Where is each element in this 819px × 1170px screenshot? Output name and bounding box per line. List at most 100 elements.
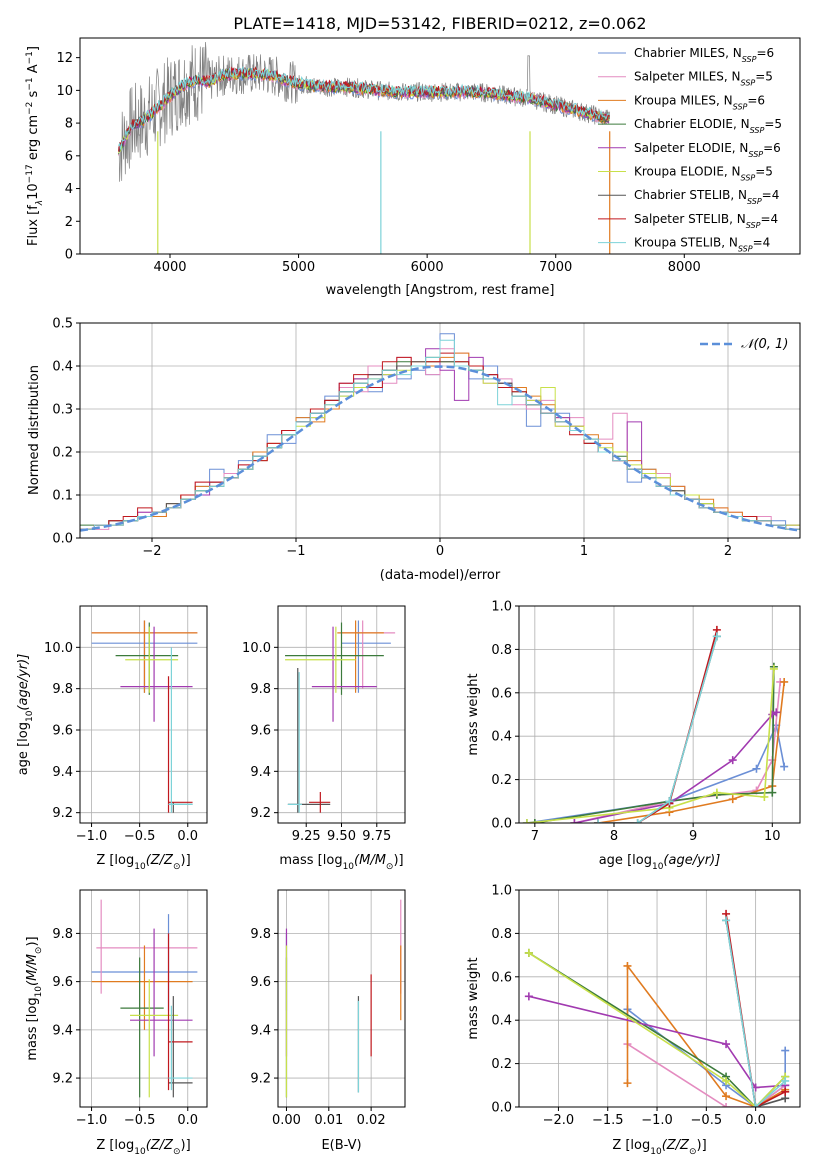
data-point-marker — [522, 819, 531, 823]
mass-weight-line — [528, 995, 786, 1089]
x-axis-label: wavelength [Angstrom, rest frame] — [326, 283, 555, 298]
y-tick-label: 10 — [56, 84, 73, 99]
y-axis-label: age [log10(age/yr)] — [16, 654, 35, 776]
mass-weight-line — [725, 920, 786, 1107]
data-point-marker — [728, 756, 737, 765]
y-tick-label: 9.2 — [52, 1072, 73, 1087]
panel-age_vs_mass: 9.25 9.50 9.75 9.2 9.4 9.6 9.8 10.0 — [242, 605, 406, 844]
x-tick-label: −2 — [142, 544, 161, 559]
x-tick-label: 0.0 — [745, 1113, 766, 1128]
x-tick-label: 6000 — [411, 260, 444, 275]
mass-weight-line — [526, 668, 775, 823]
x-tick-label: 7 — [531, 829, 539, 844]
data-point-marker — [722, 916, 731, 925]
y-tick-label: 9.2 — [52, 806, 73, 821]
axes-frame — [79, 605, 208, 824]
data-point-marker — [780, 677, 789, 686]
x-tick-label: 0.02 — [357, 1113, 386, 1128]
y-tick-label: 9.4 — [52, 1023, 73, 1038]
model-spectrum-line — [118, 66, 610, 150]
data-point-marker — [751, 1103, 760, 1107]
x-tick-label: 1 — [580, 544, 588, 559]
data-point-marker — [781, 1087, 790, 1096]
data-point-marker — [722, 1092, 731, 1101]
data-point-marker — [623, 1079, 632, 1088]
y-tick-label: 9.8 — [250, 682, 271, 697]
legend-entry: Chabrier ELODIE, NSSP=5 — [634, 117, 782, 135]
y-tick-label: 0.0 — [491, 1101, 512, 1116]
legend-entry: Salpeter MILES, NSSP=5 — [634, 70, 773, 88]
x-tick-label: 2 — [724, 544, 732, 559]
x-tick-label: 0.0 — [177, 1113, 198, 1128]
axes-frame — [277, 889, 406, 1108]
x-tick-label: 9.50 — [327, 829, 356, 844]
data-point-marker — [781, 1046, 790, 1055]
x-axis-label: Z [log10(Z/Z⊙)] — [96, 853, 190, 872]
y-tick-label: 0.3 — [52, 403, 73, 418]
data-point-marker — [665, 797, 674, 806]
y-tick-label: 10.0 — [44, 641, 73, 656]
y-tick-label: 0 — [65, 248, 73, 263]
legend-entry: Salpeter STELIB, NSSP=4 — [634, 212, 778, 230]
panel-spectrum: 4000 5000 6000 7000 8000 0 2 4 6 8 10 12 — [56, 37, 801, 275]
x-tick-label: −1 — [286, 544, 305, 559]
x-tick-label: 9 — [689, 829, 697, 844]
legend-entry: Kroupa ELODIE, NSSP=5 — [634, 165, 773, 183]
mass-weight-line — [574, 681, 781, 823]
y-tick-label: 0.4 — [491, 730, 512, 745]
mass-weight-line — [627, 1043, 786, 1107]
y-tick-label: 12 — [56, 51, 73, 66]
data-point-marker — [712, 632, 721, 641]
x-tick-label: −1.0 — [76, 1113, 108, 1128]
x-axis-label: age [log10(age/yr)] — [599, 853, 721, 872]
axes-frame — [518, 605, 801, 824]
x-tick-label: 9.25 — [292, 829, 321, 844]
legend-entry: Salpeter ELODIE, NSSP=6 — [634, 141, 781, 159]
data-point-marker — [728, 795, 737, 804]
y-tick-label: 0.2 — [491, 1057, 512, 1072]
y-tick-label: 9.8 — [250, 927, 271, 942]
y-tick-label: 4 — [65, 182, 73, 197]
axes-frame — [518, 889, 801, 1108]
y-axis-label: Flux [fλ10−17 erg cm−2 s−1 A−1] — [25, 46, 45, 246]
x-tick-label: −2.0 — [543, 1113, 575, 1128]
panel-massweight_vs_age: 7 8 9 10 0.0 0.2 0.4 0.6 0.8 1.0 — [491, 600, 801, 844]
x-tick-label: 9.75 — [362, 829, 391, 844]
plot-area — [91, 620, 198, 813]
y-tick-label: 0.2 — [491, 773, 512, 788]
x-axis-label: (data-model)/error — [380, 568, 501, 583]
panel-mass_vs_EBV: 0.00 0.01 0.02 9.2 9.4 9.6 9.8 — [250, 889, 406, 1128]
y-tick-label: 9.4 — [250, 765, 271, 780]
x-tick-label: 0.01 — [314, 1113, 343, 1128]
data-point-marker — [712, 788, 721, 797]
data-point-marker — [524, 948, 533, 957]
x-tick-label: −0.5 — [124, 1113, 156, 1128]
mass-weight-line — [598, 636, 718, 823]
y-tick-label: 0.2 — [52, 446, 73, 461]
data-point-marker — [722, 1040, 731, 1049]
x-tick-label: −1.5 — [592, 1113, 624, 1128]
y-tick-label: 0.8 — [491, 643, 512, 658]
legend-entry: Chabrier MILES, NSSP=6 — [634, 46, 774, 64]
y-tick-label: 0.6 — [491, 970, 512, 985]
panel-residuals: −2 −1 0 1 2 0.0 0.1 0.2 0.3 0.4 0.5 — [52, 317, 801, 559]
data-point-marker — [768, 788, 777, 797]
x-tick-label: 8000 — [668, 260, 701, 275]
plot-area — [285, 620, 396, 813]
data-point-marker — [594, 819, 603, 823]
plot-area — [91, 899, 198, 1098]
x-tick-label: 0.0 — [177, 829, 198, 844]
data-point-marker — [781, 1076, 790, 1085]
y-tick-label: 9.4 — [52, 765, 73, 780]
observed-spectrum-line — [118, 41, 611, 182]
y-tick-label: 0.5 — [52, 317, 73, 332]
legend-entry: Kroupa MILES, NSSP=6 — [634, 93, 765, 111]
mass-weight-line — [534, 666, 775, 823]
x-axis-label: Z [log10(Z/Z⊙)] — [612, 1138, 706, 1157]
data-point-marker — [769, 664, 778, 673]
y-tick-label: 0.4 — [52, 360, 73, 375]
x-tick-label: −0.5 — [691, 1113, 723, 1128]
plot-area — [118, 41, 611, 254]
plot-area — [80, 333, 800, 538]
y-axis-label: Normed distribution — [27, 365, 42, 495]
